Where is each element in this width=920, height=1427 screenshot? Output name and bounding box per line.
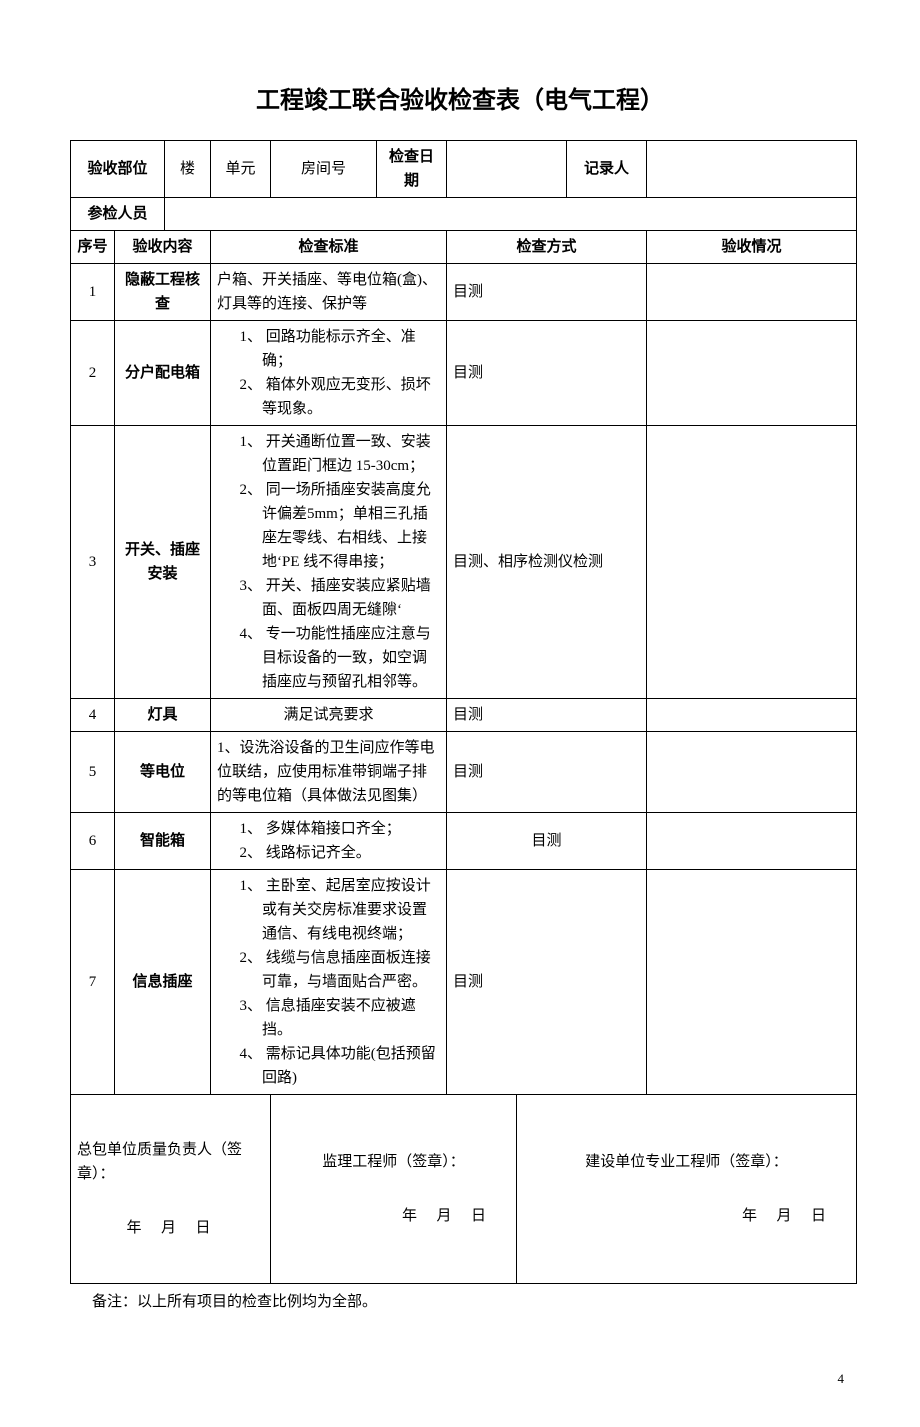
table-row: 3 开关、插座安装 1、 开关通断位置一致、安装位置距门框边 15-30cm； … [71,426,857,699]
col-standard: 检查标准 [211,231,447,264]
col-seq: 序号 [71,231,115,264]
std-item: 1、 多媒体箱接口齐全； [240,817,441,841]
std-item: 1、 开关通断位置一致、安装位置距门框边 15-30cm； [240,430,441,478]
std-item: 4、 专一功能性插座应注意与目标设备的一致，如空调插座应与预留孔相邻等。 [240,622,441,694]
col-result: 验收情况 [647,231,857,264]
method: 目测 [447,813,647,870]
page-number: 4 [70,1371,850,1387]
sig-owner-label: 建设单位专业工程师（签章）： [523,1150,850,1174]
content: 开关、插座安装 [115,426,211,699]
sig-date: 年 月 日 [523,1204,850,1228]
col-content: 验收内容 [115,231,211,264]
seq: 4 [71,699,115,732]
inspectors-label: 参检人员 [71,198,165,231]
signature-supervisor[interactable]: 监理工程师（签章）： 年 月 日 [271,1095,517,1284]
method: 目测 [447,870,647,1095]
standard: 1、 主卧室、起居室应按设计或有关交房标准要求设置通信、有线电视终端； 2、 线… [211,870,447,1095]
method: 目测 [447,732,647,813]
result[interactable] [647,264,857,321]
method: 目测、相序检测仪检测 [447,426,647,699]
date-value[interactable] [447,141,567,198]
std-item: 2、 箱体外观应无变形、损坏等现象。 [240,373,441,421]
table-row: 2 分户配电箱 1、 回路功能标示齐全、准确； 2、 箱体外观应无变形、损坏等现… [71,321,857,426]
table-row: 4 灯具 满足试亮要求 目测 [71,699,857,732]
inspectors-value[interactable] [165,198,857,231]
signature-owner[interactable]: 建设单位专业工程师（签章）： 年 月 日 [517,1095,857,1284]
loc-label: 验收部位 [71,141,165,198]
unit-label: 单元 [211,141,271,198]
date-label: 检查日期 [377,141,447,198]
signature-contractor[interactable]: 总包单位质量负责人（签章）： 年 月 日 [71,1095,271,1284]
col-method: 检查方式 [447,231,647,264]
result[interactable] [647,732,857,813]
seq: 2 [71,321,115,426]
seq: 5 [71,732,115,813]
room-label: 房间号 [271,141,377,198]
sig-date: 年 月 日 [277,1204,510,1228]
std-item: 1、 回路功能标示齐全、准确； [240,325,441,373]
standard: 1、 多媒体箱接口齐全； 2、 线路标记齐全。 [211,813,447,870]
sig-date: 年 月 日 [77,1216,264,1240]
seq: 1 [71,264,115,321]
result[interactable] [647,813,857,870]
recorder-value[interactable] [647,141,857,198]
seq: 6 [71,813,115,870]
content: 智能箱 [115,813,211,870]
method: 目测 [447,321,647,426]
std-item: 1、 主卧室、起居室应按设计或有关交房标准要求设置通信、有线电视终端； [240,874,441,946]
page-title: 工程竣工联合验收检查表（电气工程） [70,80,850,115]
seq: 7 [71,870,115,1095]
method: 目测 [447,699,647,732]
result[interactable] [647,426,857,699]
standard: 1、 回路功能标示齐全、准确； 2、 箱体外观应无变形、损坏等现象。 [211,321,447,426]
table-row: 6 智能箱 1、 多媒体箱接口齐全； 2、 线路标记齐全。 目测 [71,813,857,870]
content: 信息插座 [115,870,211,1095]
std-item: 2、 线路标记齐全。 [240,841,441,865]
table-row: 5 等电位 1、设洗浴设备的卫生间应作等电位联结，应使用标准带铜端子排的等电位箱… [71,732,857,813]
table-row: 7 信息插座 1、 主卧室、起居室应按设计或有关交房标准要求设置通信、有线电视终… [71,870,857,1095]
sig-supervisor-label: 监理工程师（签章）： [277,1150,510,1174]
footnote: 备注：以上所有项目的检查比例均为全部。 [92,1290,850,1311]
building-label: 楼 [165,141,211,198]
recorder-label: 记录人 [567,141,647,198]
result[interactable] [647,870,857,1095]
content: 隐蔽工程核查 [115,264,211,321]
method: 目测 [447,264,647,321]
table-row: 1 隐蔽工程核查 户箱、开关插座、等电位箱(盒)、灯具等的连接、保护等 目测 [71,264,857,321]
result[interactable] [647,699,857,732]
content: 灯具 [115,699,211,732]
content: 分户配电箱 [115,321,211,426]
std-item: 4、 需标记具体功能(包括预留回路) [240,1042,441,1090]
std-item: 3、 开关、插座安装应紧贴墙面、面板四周无缝隙‘ [240,574,441,622]
seq: 3 [71,426,115,699]
std-item: 2、 同一场所插座安装高度允许偏差5mm；单相三孔插座左零线、右相线、上接地‘P… [240,478,441,574]
standard: 户箱、开关插座、等电位箱(盒)、灯具等的连接、保护等 [211,264,447,321]
result[interactable] [647,321,857,426]
content: 等电位 [115,732,211,813]
std-item: 3、 信息插座安装不应被遮挡。 [240,994,441,1042]
sig-contractor-label: 总包单位质量负责人（签章）： [77,1138,264,1186]
standard: 满足试亮要求 [211,699,447,732]
std-item: 2、 线缆与信息插座面板连接可靠，与墙面贴合严密。 [240,946,441,994]
inspection-table: 验收部位 楼 单元 房间号 检查日期 记录人 参检人员 序号 验收内容 检查标准… [70,140,857,1284]
standard: 1、设洗浴设备的卫生间应作等电位联结，应使用标准带铜端子排的等电位箱（具体做法见… [211,732,447,813]
standard: 1、 开关通断位置一致、安装位置距门框边 15-30cm； 2、 同一场所插座安… [211,426,447,699]
